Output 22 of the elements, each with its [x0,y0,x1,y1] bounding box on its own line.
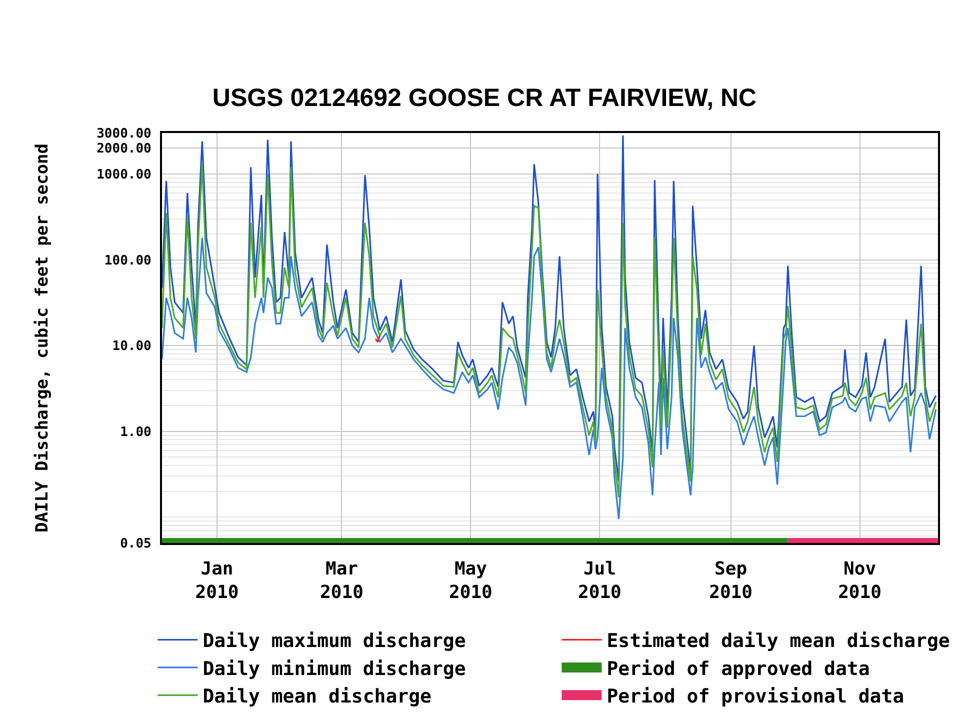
x-tick-label: Mar 2010 [320,558,364,603]
chart-title: USGS 02124692 GOOSE CR AT FAIRVIEW, NC [212,84,757,112]
y-tick-label: 1.00 [120,424,152,440]
x-tick-label: May 2010 [449,558,492,603]
x-tick-label: Jan 2010 [195,558,239,603]
legend-label: Period of approved data [606,658,870,680]
legend-label: Estimated daily mean discharge [606,630,950,652]
y-tick-label: 3000.00 [96,126,152,142]
y-axis-title: DAILY Discharge, cubic feet per second [32,144,53,532]
x-tick-label: Sep 2010 [709,558,752,603]
legend-label: Period of provisional data [606,686,904,708]
legend-label: Daily maximum discharge [202,630,466,652]
legend-label: Daily mean discharge [202,686,432,708]
y-tick-label: 2000.00 [96,142,152,157]
line-series [162,237,937,520]
y-tick-label: 100.00 [104,253,152,268]
legend-label: Daily minimum discharge [202,658,466,680]
y-tick-label: 0.05 [120,536,152,552]
y-tick-label: 1000.00 [96,167,152,182]
y-tick-label: 10.00 [112,339,152,354]
x-tick-label: Nov 2010 [838,558,882,603]
x-tick-label: Jul 2010 [578,558,622,603]
